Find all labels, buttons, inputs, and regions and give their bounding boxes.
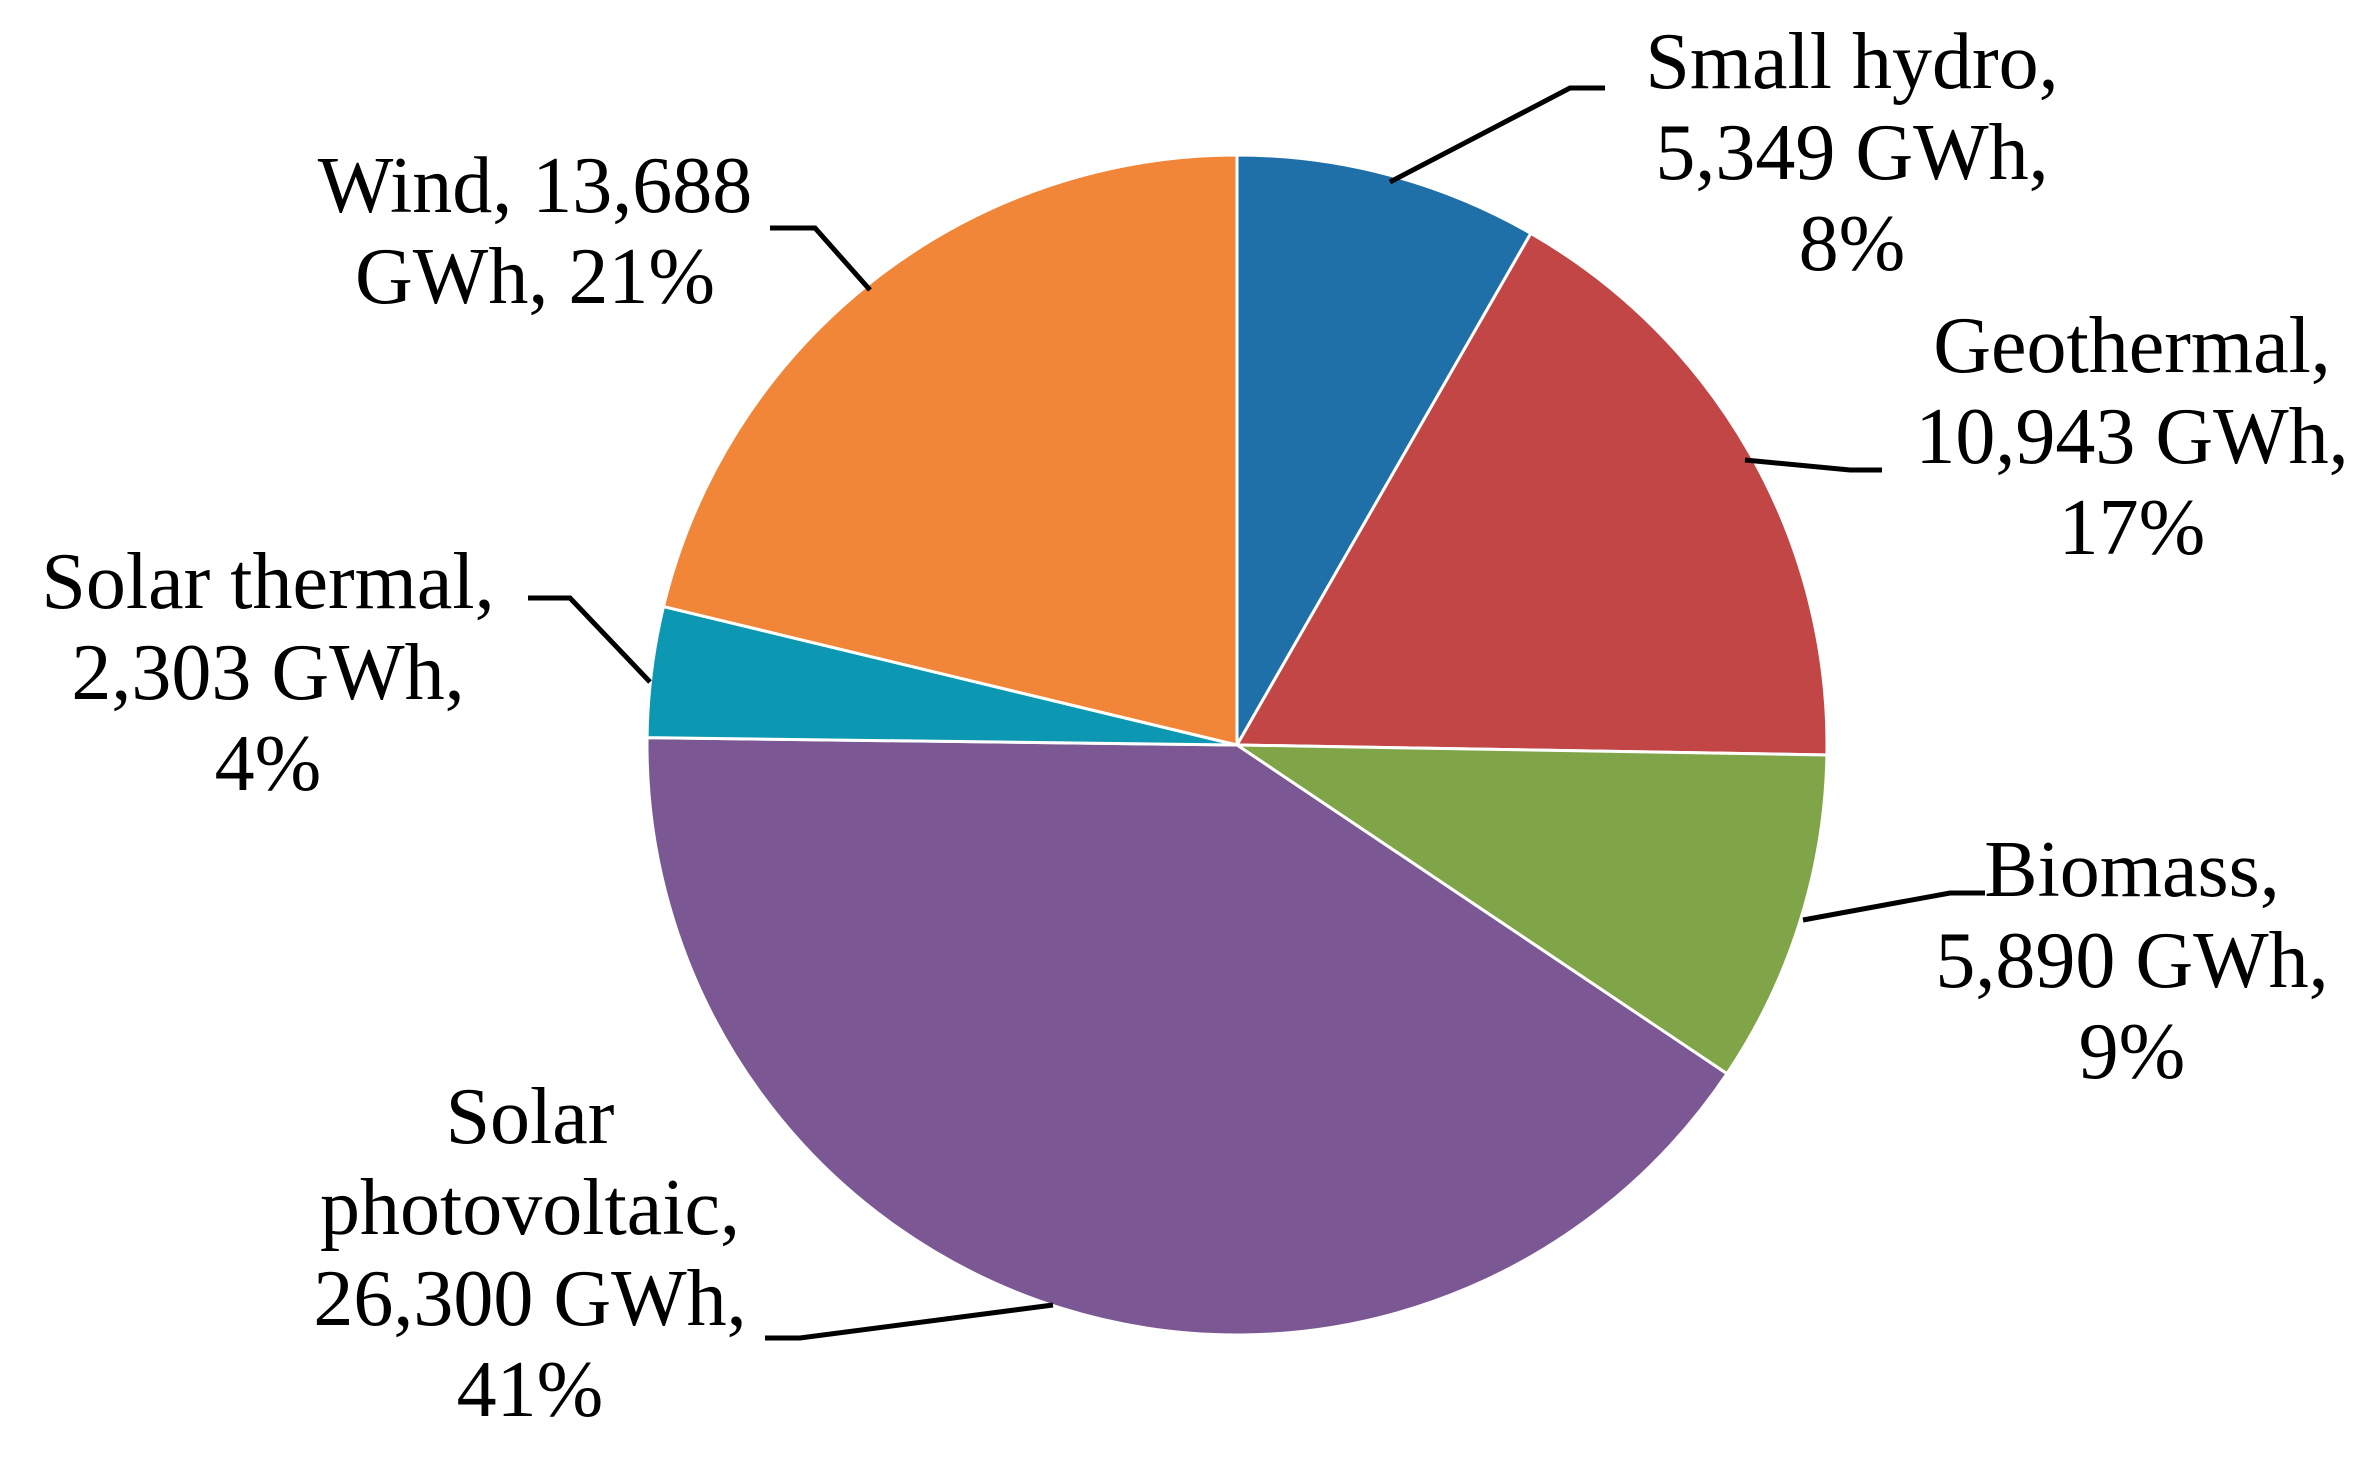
leader-line-solar-photovoltaic xyxy=(765,1302,1054,1341)
data-label-wind: Wind, 13,688 GWh, 21% xyxy=(318,142,753,321)
pie-slices xyxy=(645,153,1829,1337)
data-label-line: 5,890 GWh, xyxy=(1935,917,2328,1005)
pie-slice-wind xyxy=(661,153,1239,747)
leader-line-solar-thermal xyxy=(528,595,652,684)
data-label-line: 17% xyxy=(2059,484,2206,572)
pie-slice-small-hydro xyxy=(1235,153,1533,751)
pie-slice-solar-photovoltaic xyxy=(645,736,1730,1337)
data-label-line: photovoltaic, xyxy=(320,1164,740,1252)
data-label-line: 2,303 GWh, xyxy=(71,629,464,717)
data-label-geothermal: Geothermal, 10,943 GWh, 17% xyxy=(1915,302,2348,572)
data-label-solar-photovoltaic: Solar photovoltaic, 26,300 GWh, 41% xyxy=(313,1073,746,1434)
data-labels: Small hydro, 5,349 GWh, 8%Geothermal, 10,94… xyxy=(41,18,2348,1434)
data-label-line: 9% xyxy=(2079,1008,2186,1096)
data-label-line: Small hydro, xyxy=(1645,18,2058,106)
leader-line-wind xyxy=(770,225,872,292)
data-label-line: 26,300 GWh, xyxy=(313,1255,746,1343)
leader-line-small-hydro xyxy=(1388,85,1605,185)
data-label-line: 8% xyxy=(1799,200,1906,288)
data-label-line: Solar xyxy=(446,1073,615,1161)
data-label-line: 41% xyxy=(457,1346,604,1434)
data-label-solar-thermal: Solar thermal, 2,303 GWh, 4% xyxy=(41,538,494,808)
data-label-line: Biomass, xyxy=(1984,826,2280,914)
leader-line-geothermal xyxy=(1744,457,1882,473)
data-label-line: 5,349 GWh, xyxy=(1655,109,2048,197)
data-label-small-hydro: Small hydro, 5,349 GWh, 8% xyxy=(1645,18,2058,288)
data-label-line: 4% xyxy=(215,720,322,808)
data-label-line: Geothermal, xyxy=(1933,302,2331,390)
data-label-biomass: Biomass, 5,890 GWh, 9% xyxy=(1935,826,2328,1096)
leader-line-biomass xyxy=(1802,890,1985,923)
data-label-line: Solar thermal, xyxy=(41,538,494,626)
pie-slice-geothermal xyxy=(1234,231,1829,757)
leader-lines xyxy=(528,85,1985,1341)
data-label-line: 10,943 GWh, xyxy=(1915,393,2348,481)
data-label-line: GWh, 21% xyxy=(355,233,715,321)
pie-slice-biomass xyxy=(1231,743,1829,1076)
data-label-line: Wind, 13,688 xyxy=(318,142,753,230)
